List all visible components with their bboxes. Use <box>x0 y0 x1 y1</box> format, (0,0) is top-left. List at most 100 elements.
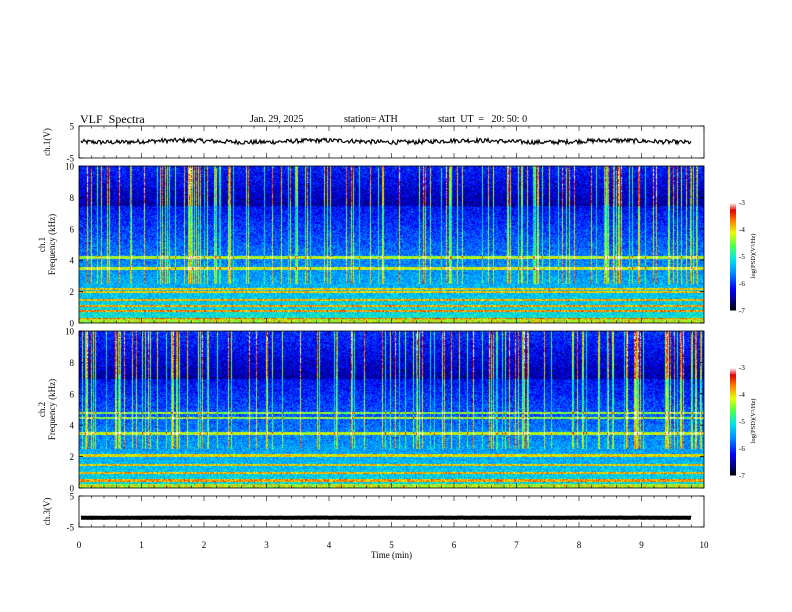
colorbar-swatch <box>730 304 736 307</box>
colorbar-swatch <box>730 220 736 223</box>
colorbar-swatch <box>730 284 736 288</box>
date-label: Jan. 29, 2025 <box>250 114 304 125</box>
colorbar-swatch <box>730 448 736 451</box>
y-axis-label-3-0: ch.3(V) <box>42 498 52 526</box>
colorbar-swatch <box>730 203 736 207</box>
colorbar-swatch <box>730 263 736 266</box>
colorbar-tick-label: -7 <box>739 307 745 315</box>
colorbar-swatch <box>730 419 736 422</box>
colorbar-swatch <box>730 268 736 271</box>
colorbar-swatch <box>730 424 736 427</box>
colorbar-swatch <box>730 293 736 297</box>
colorbar-swatch <box>730 288 736 291</box>
colorbar-tick-label: -4 <box>739 226 745 234</box>
colorbar-swatch <box>730 286 736 289</box>
colorbar-swatch <box>730 392 736 395</box>
y-tick-label: 2 <box>70 452 75 462</box>
colorbar-tick-label: -5 <box>739 418 745 426</box>
colorbar-swatch <box>730 462 736 465</box>
colorbar-swatch <box>730 433 736 436</box>
colorbar-1: -3 -4 -5 -6 -7 log(PSD)(V²/Hz) <box>730 199 757 315</box>
colorbar-swatch <box>730 399 736 402</box>
colorbar-swatch <box>730 257 736 261</box>
colorbar-swatch <box>730 471 736 474</box>
colorbar-swatch <box>730 469 736 472</box>
colorbar-swatch <box>730 252 736 255</box>
colorbar-swatch <box>730 458 736 462</box>
station-label: station= ATH <box>344 114 398 125</box>
colorbar-swatch <box>730 232 736 235</box>
colorbar-swatch <box>730 297 736 300</box>
colorbar-swatch <box>730 223 736 226</box>
figure-title: VLF Spectra <box>80 112 145 126</box>
colorbar-swatch <box>730 395 736 399</box>
spectrogram-image-1 <box>79 166 704 323</box>
x-tick-label: 5 <box>389 540 394 550</box>
colorbar-swatch <box>730 460 736 463</box>
colorbar-tick-label: -6 <box>739 280 745 288</box>
colorbar-swatch <box>730 212 736 216</box>
spectrogram-image-2 <box>79 331 704 488</box>
colorbar-swatch <box>730 292 736 295</box>
y-axis-label-2-0: ch.2 <box>37 402 47 417</box>
y-tick-label: 0 <box>70 484 75 494</box>
colorbar-swatch <box>730 403 736 406</box>
y-axis-label-0-0: ch.1(V) <box>42 128 52 156</box>
colorbar-swatch <box>730 207 736 210</box>
colorbar-swatch <box>730 274 736 277</box>
colorbar-swatch <box>730 397 736 400</box>
x-tick-label: 2 <box>202 540 207 550</box>
colorbar-tick-label: -4 <box>739 391 745 399</box>
colorbar-swatch <box>730 386 736 390</box>
y-tick-label: 0 <box>70 319 75 329</box>
colorbar-swatch <box>730 265 736 268</box>
colorbar-swatch <box>730 295 736 298</box>
colorbar-swatch <box>730 440 736 444</box>
colorbar-swatch <box>730 250 736 253</box>
y-tick-label: 5 <box>70 492 75 502</box>
colorbar-swatch <box>730 248 736 252</box>
colorbar-swatch <box>730 444 736 447</box>
y-tick-label: 10 <box>65 162 75 172</box>
colorbar-swatch <box>730 446 736 449</box>
colorbar-swatch <box>730 451 736 454</box>
colorbar-swatch <box>730 473 736 476</box>
y-tick-label: 8 <box>70 358 75 368</box>
colorbar-swatch <box>730 449 736 453</box>
colorbar-swatch <box>730 266 736 270</box>
y-tick-label: 10 <box>65 327 75 337</box>
y-tick-label: 4 <box>70 256 75 266</box>
colorbar-swatch <box>730 367 736 370</box>
colorbar-swatch <box>730 281 736 284</box>
y-tick-label: 8 <box>70 193 75 203</box>
colorbar-swatch <box>730 388 736 391</box>
colorbar-swatch <box>730 261 736 264</box>
colorbar-swatch <box>730 430 736 433</box>
colorbar-swatch <box>730 272 736 275</box>
colorbar-swatch <box>730 205 736 208</box>
colorbar-swatch <box>730 216 736 219</box>
y-axis-label-1-0: ch.1 <box>37 237 47 252</box>
colorbar-swatch <box>730 431 736 435</box>
colorbar-swatch <box>730 221 736 225</box>
colorbar-swatch <box>730 239 736 243</box>
colorbar-swatch <box>730 376 736 379</box>
colorbar-swatch <box>730 408 736 411</box>
colorbar-swatch <box>730 415 736 418</box>
y-axis-label-1-1: Frequency (kHz) <box>47 214 57 275</box>
colorbar-swatch <box>730 372 736 375</box>
x-tick-label: 8 <box>577 540 582 550</box>
colorbar-2: -3 -4 -5 -6 -7 log(PSD)(V²/Hz) <box>730 364 757 480</box>
colorbar-swatch <box>730 428 736 431</box>
colorbar-swatch <box>730 270 736 273</box>
colorbar-swatch <box>730 230 736 234</box>
colorbar-swatch <box>730 218 736 221</box>
y-tick-label: 4 <box>70 421 75 431</box>
start-time-label: start UT = 20: 50: 0 <box>438 114 528 125</box>
colorbar-swatch <box>730 426 736 429</box>
colorbar-swatch <box>730 308 736 311</box>
x-axis-label: Time (min) <box>371 550 412 560</box>
colorbar-swatch <box>730 404 736 408</box>
colorbar-tick-label: -6 <box>739 445 745 453</box>
colorbar-tick-label: -5 <box>739 253 745 261</box>
